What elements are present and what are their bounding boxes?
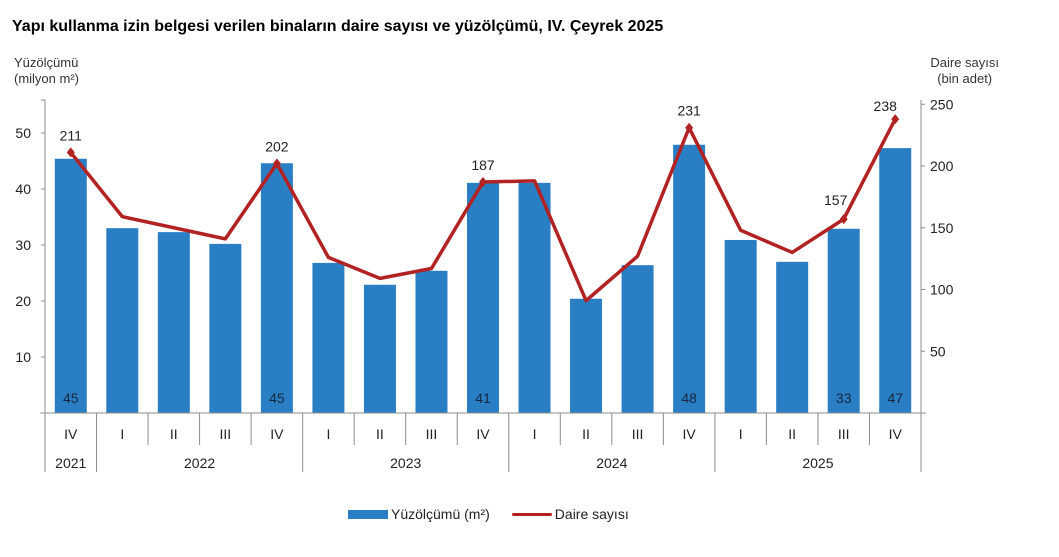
line-value-label: 187 — [471, 157, 495, 173]
left-axis-title-line2: (milyon m²) — [14, 71, 79, 86]
bar — [260, 163, 293, 413]
bar-value-label: 45 — [63, 390, 79, 406]
quarter-label: II — [582, 426, 590, 442]
bar-value-label: 48 — [681, 390, 697, 406]
line-swatch-icon — [511, 512, 552, 516]
quarter-label: IV — [683, 426, 697, 442]
right-tick-label: 100 — [930, 282, 954, 298]
bar — [106, 228, 139, 413]
line-value-label: 238 — [874, 98, 898, 114]
quarter-label: I — [533, 426, 537, 442]
right-axis-title: Daire sayısı (bin adet) — [930, 55, 999, 87]
left-tick-label: 20 — [15, 293, 31, 309]
bar-value-label: 33 — [836, 390, 852, 406]
legend-item-dwellings: Daire sayısı — [511, 506, 629, 522]
left-tick-label: 10 — [15, 349, 31, 365]
line-value-label: 231 — [677, 103, 701, 119]
line-series — [66, 114, 900, 303]
year-label: 2022 — [184, 455, 215, 471]
quarter-label: II — [376, 426, 384, 442]
quarter-label: IV — [476, 426, 490, 442]
axes: 10 20 30 40 50 50 100 150 200 250 — [15, 96, 954, 414]
line-marker-icon — [479, 177, 487, 188]
left-axis-title-line1: Yüzölçümü — [14, 55, 79, 70]
bar — [724, 239, 757, 413]
year-label: 2023 — [390, 455, 421, 471]
quarter-label: I — [120, 426, 124, 442]
line-data-labels: 211 202 187 231 157 238 — [60, 98, 898, 208]
legend-item-area: Yüzölçümü (m²) — [348, 506, 490, 522]
bar-series — [54, 144, 912, 413]
quarter-label: IV — [270, 426, 284, 442]
right-axis-title-line1: Daire sayısı — [930, 55, 999, 70]
quarter-label: IV — [889, 426, 903, 442]
bar — [621, 265, 654, 413]
quarter-label: I — [739, 426, 743, 442]
bar — [570, 298, 603, 413]
bar — [363, 284, 396, 413]
quarter-label: IV — [64, 426, 78, 442]
bar — [209, 243, 242, 413]
line-value-label: 211 — [60, 127, 83, 143]
quarter-label: III — [220, 426, 232, 442]
bar — [157, 232, 190, 413]
bar — [827, 228, 860, 413]
quarter-label: III — [632, 426, 644, 442]
bar-value-label: 41 — [475, 390, 491, 406]
bar — [518, 182, 551, 413]
year-label: 2021 — [55, 455, 86, 471]
year-label: 2025 — [802, 455, 833, 471]
line-value-label: 157 — [824, 192, 848, 208]
year-label: 2024 — [596, 455, 627, 471]
bar — [879, 148, 912, 413]
quarter-label: II — [788, 426, 796, 442]
line-marker-icon — [839, 214, 848, 225]
line-marker-icon — [272, 158, 281, 169]
left-axis-title: Yüzölçümü (milyon m²) — [14, 55, 79, 87]
left-tick-label: 30 — [15, 237, 31, 253]
legend-label-area: Yüzölçümü (m²) — [391, 506, 490, 522]
bar — [467, 182, 499, 413]
bar — [312, 262, 345, 413]
line-marker-icon — [66, 147, 75, 158]
bar-value-label: 45 — [269, 390, 285, 406]
quarter-label: II — [170, 426, 178, 442]
right-tick-label: 250 — [930, 96, 954, 112]
right-tick-label: 200 — [930, 158, 954, 174]
bar — [776, 261, 809, 413]
right-axis-title-line2: (bin adet) — [937, 71, 993, 86]
bar — [673, 144, 706, 413]
quarter-label: III — [838, 426, 850, 442]
line-marker-icon — [685, 122, 694, 133]
bar-swatch-icon — [348, 509, 388, 519]
quarter-label: III — [426, 426, 438, 442]
bar-value-label: 47 — [887, 390, 903, 406]
legend-label-dwellings: Daire sayısı — [554, 506, 629, 522]
bar-data-labels: 45 45 41 48 33 47 — [63, 390, 903, 406]
chart-title: Yapı kullanma izin belgesi verilen binal… — [12, 18, 664, 35]
right-tick-label: 150 — [930, 220, 954, 236]
left-tick-label: 50 — [15, 125, 31, 141]
bar — [54, 158, 87, 413]
line-value-label: 202 — [265, 139, 289, 155]
line-marker-icon — [891, 114, 900, 125]
legend: Yüzölçümü (m²) Daire sayısı — [348, 506, 651, 522]
left-tick-label: 40 — [15, 181, 31, 197]
quarter-label: I — [326, 426, 330, 442]
bar — [415, 270, 448, 413]
right-tick-label: 50 — [930, 343, 946, 359]
